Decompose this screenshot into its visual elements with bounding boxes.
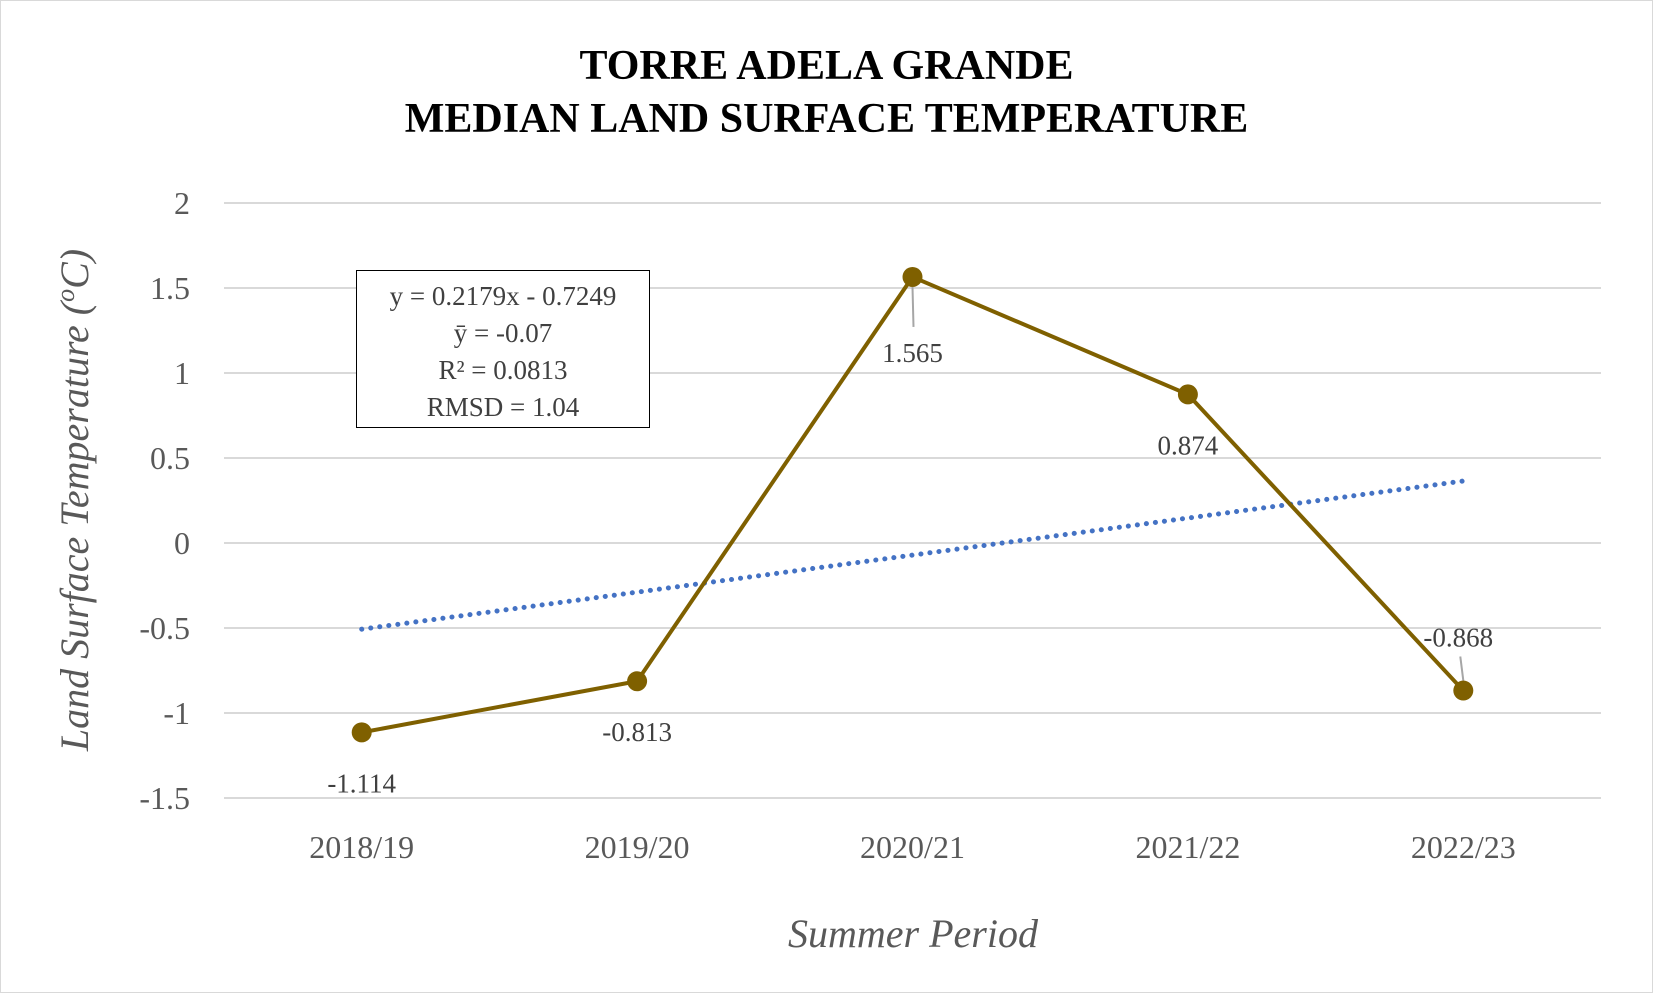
y-tick-label: 0.5 [150, 440, 190, 476]
chart-title-line-2: MEDIAN LAND SURFACE TEMPERATURE [404, 96, 1249, 142]
r-squared-value: R² = 0.0813 [438, 355, 568, 385]
y-axis-ticks: 2 1.5 1 0.5 0 -0.5 -1 -1.5 [139, 185, 190, 816]
y-axis-title-unit: C) [52, 249, 97, 289]
data-label: 1.565 [882, 338, 943, 368]
leader-line [1459, 656, 1465, 681]
trendline-equation: y = 0.2179x - 0.7249 [389, 281, 617, 311]
y-tick-label: -0.5 [139, 610, 190, 646]
data-label: -1.114 [327, 768, 396, 798]
data-point [627, 671, 648, 692]
data-point [1177, 384, 1198, 405]
trendline-statistics-box: y = 0.2179x - 0.7249 ȳ = -0.07 R² = 0.08… [356, 270, 650, 428]
series-group [351, 266, 1474, 743]
data-labels: -1.114 -0.813 1.565 0.874 -0.868 [327, 338, 1493, 798]
y-tick-label: 1 [174, 355, 190, 391]
mean-value: ȳ = -0.07 [453, 318, 553, 348]
data-point [902, 266, 923, 287]
x-tick-label: 2022/23 [1411, 829, 1516, 865]
x-tick-label: 2021/22 [1135, 829, 1240, 865]
y-tick-label: 2 [174, 185, 190, 221]
y-tick-label: 0 [174, 525, 190, 561]
y-tick-label: -1 [163, 695, 190, 731]
x-tick-label: 2019/20 [585, 829, 690, 865]
leader-lines [911, 286, 1465, 681]
data-label: -0.813 [602, 717, 672, 747]
data-point [351, 722, 372, 743]
leader-line [911, 286, 915, 327]
chart-title: TORRE ADELA GRANDE MEDIAN LAND SURFACE T… [0, 40, 1653, 146]
y-tick-label: -1.5 [139, 780, 190, 816]
x-tick-label: 2020/21 [860, 829, 965, 865]
chart-title-line-1: TORRE ADELA GRANDE [579, 43, 1074, 89]
x-tick-label: 2018/19 [309, 829, 414, 865]
y-tick-label: 1.5 [150, 270, 190, 306]
rmsd-value: RMSD = 1.04 [426, 392, 580, 422]
x-axis-title: Summer Period [788, 911, 1039, 956]
y-axis-title: Land Surface Temperature (oC) [51, 249, 97, 752]
data-point [1453, 680, 1474, 701]
data-label: -0.868 [1423, 623, 1493, 653]
data-label: 0.874 [1158, 430, 1219, 460]
y-axis-title-degree: o [51, 289, 80, 302]
trendline-group [359, 478, 1466, 632]
linear-trendline [359, 478, 1466, 632]
x-axis-ticks: 2018/19 2019/20 2020/21 2021/22 2022/23 [309, 829, 1515, 865]
y-axis-title-main: Land Surface Temperature ( [52, 299, 97, 752]
